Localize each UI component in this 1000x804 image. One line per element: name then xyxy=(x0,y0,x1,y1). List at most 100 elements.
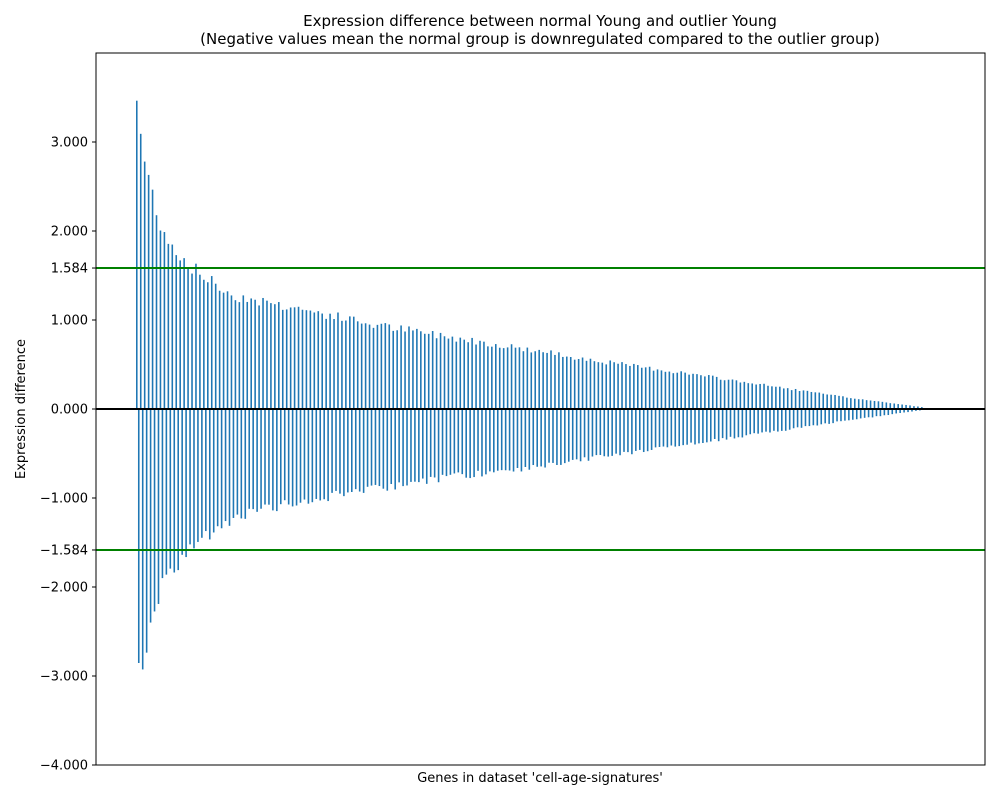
bar xyxy=(281,309,284,409)
bar xyxy=(418,409,420,483)
bar xyxy=(646,409,649,452)
bar xyxy=(441,409,444,475)
bar xyxy=(644,367,647,409)
bar xyxy=(808,409,811,427)
bar xyxy=(341,320,343,409)
bar xyxy=(816,409,819,426)
bar xyxy=(907,409,909,413)
bar xyxy=(650,409,653,450)
bar xyxy=(455,341,458,409)
bar xyxy=(495,344,497,409)
bar xyxy=(812,409,815,426)
bar xyxy=(666,409,669,448)
bar xyxy=(378,409,381,487)
bar xyxy=(406,409,408,486)
bar xyxy=(443,336,446,409)
bar xyxy=(325,318,327,409)
bar xyxy=(445,409,448,477)
bar xyxy=(814,392,817,409)
bar xyxy=(597,362,600,409)
bar xyxy=(757,409,759,434)
bar xyxy=(147,174,150,409)
bar xyxy=(603,409,606,457)
x-axis-label: Genes in dataset 'cell-age-signatures' xyxy=(417,771,663,786)
bar xyxy=(232,409,235,518)
bar xyxy=(345,320,347,409)
bar xyxy=(877,401,880,409)
bar xyxy=(836,409,838,422)
bar xyxy=(260,409,262,509)
bar xyxy=(564,409,566,464)
bar xyxy=(893,403,896,409)
bar xyxy=(599,409,602,455)
bar xyxy=(155,215,158,409)
bar xyxy=(412,330,414,409)
bar xyxy=(698,409,700,444)
bar xyxy=(861,399,864,409)
bar xyxy=(873,400,876,409)
bar xyxy=(869,400,872,409)
bar xyxy=(715,376,718,409)
bar xyxy=(309,310,312,409)
bar xyxy=(315,409,318,499)
bar xyxy=(571,409,574,460)
bar xyxy=(581,357,584,409)
bar xyxy=(161,409,164,579)
bar xyxy=(696,374,698,409)
bar xyxy=(514,347,517,409)
bar xyxy=(719,379,722,409)
bar xyxy=(303,409,306,500)
bar xyxy=(526,347,529,409)
bar xyxy=(173,409,176,573)
bar xyxy=(331,409,333,493)
bar xyxy=(747,383,750,409)
bar xyxy=(362,409,365,493)
bar xyxy=(177,409,179,571)
bar xyxy=(538,349,540,409)
bar xyxy=(713,409,716,439)
bar xyxy=(881,401,884,409)
bar xyxy=(550,350,552,409)
bar xyxy=(828,409,830,424)
bar xyxy=(414,409,416,482)
bar xyxy=(352,316,355,409)
bar xyxy=(879,409,882,417)
bar xyxy=(609,360,611,409)
bar xyxy=(313,312,316,409)
bar xyxy=(323,409,325,500)
bar xyxy=(370,409,373,486)
bar xyxy=(287,409,290,505)
bar xyxy=(386,409,389,491)
bar xyxy=(143,161,146,409)
bar xyxy=(321,313,323,409)
bar xyxy=(765,409,767,432)
bar xyxy=(427,333,430,409)
bar xyxy=(617,363,619,409)
bar xyxy=(749,409,752,435)
bar xyxy=(368,324,371,409)
bar xyxy=(337,312,339,409)
bar xyxy=(682,409,684,446)
bar xyxy=(729,409,732,437)
bar xyxy=(573,359,576,409)
bar xyxy=(279,409,282,505)
bar xyxy=(611,409,613,456)
bar xyxy=(790,390,793,409)
bar xyxy=(899,409,901,413)
bar xyxy=(496,409,499,471)
bar xyxy=(733,409,736,439)
bar xyxy=(216,409,219,527)
bar xyxy=(384,323,387,409)
bar xyxy=(408,326,410,409)
bar xyxy=(784,409,787,431)
bar xyxy=(832,409,834,424)
bar xyxy=(266,300,268,409)
bar xyxy=(246,301,249,409)
bar xyxy=(420,331,422,409)
bar xyxy=(510,344,513,409)
bar xyxy=(382,409,385,489)
bar xyxy=(820,409,823,425)
bar xyxy=(224,409,227,522)
bar xyxy=(272,409,274,511)
